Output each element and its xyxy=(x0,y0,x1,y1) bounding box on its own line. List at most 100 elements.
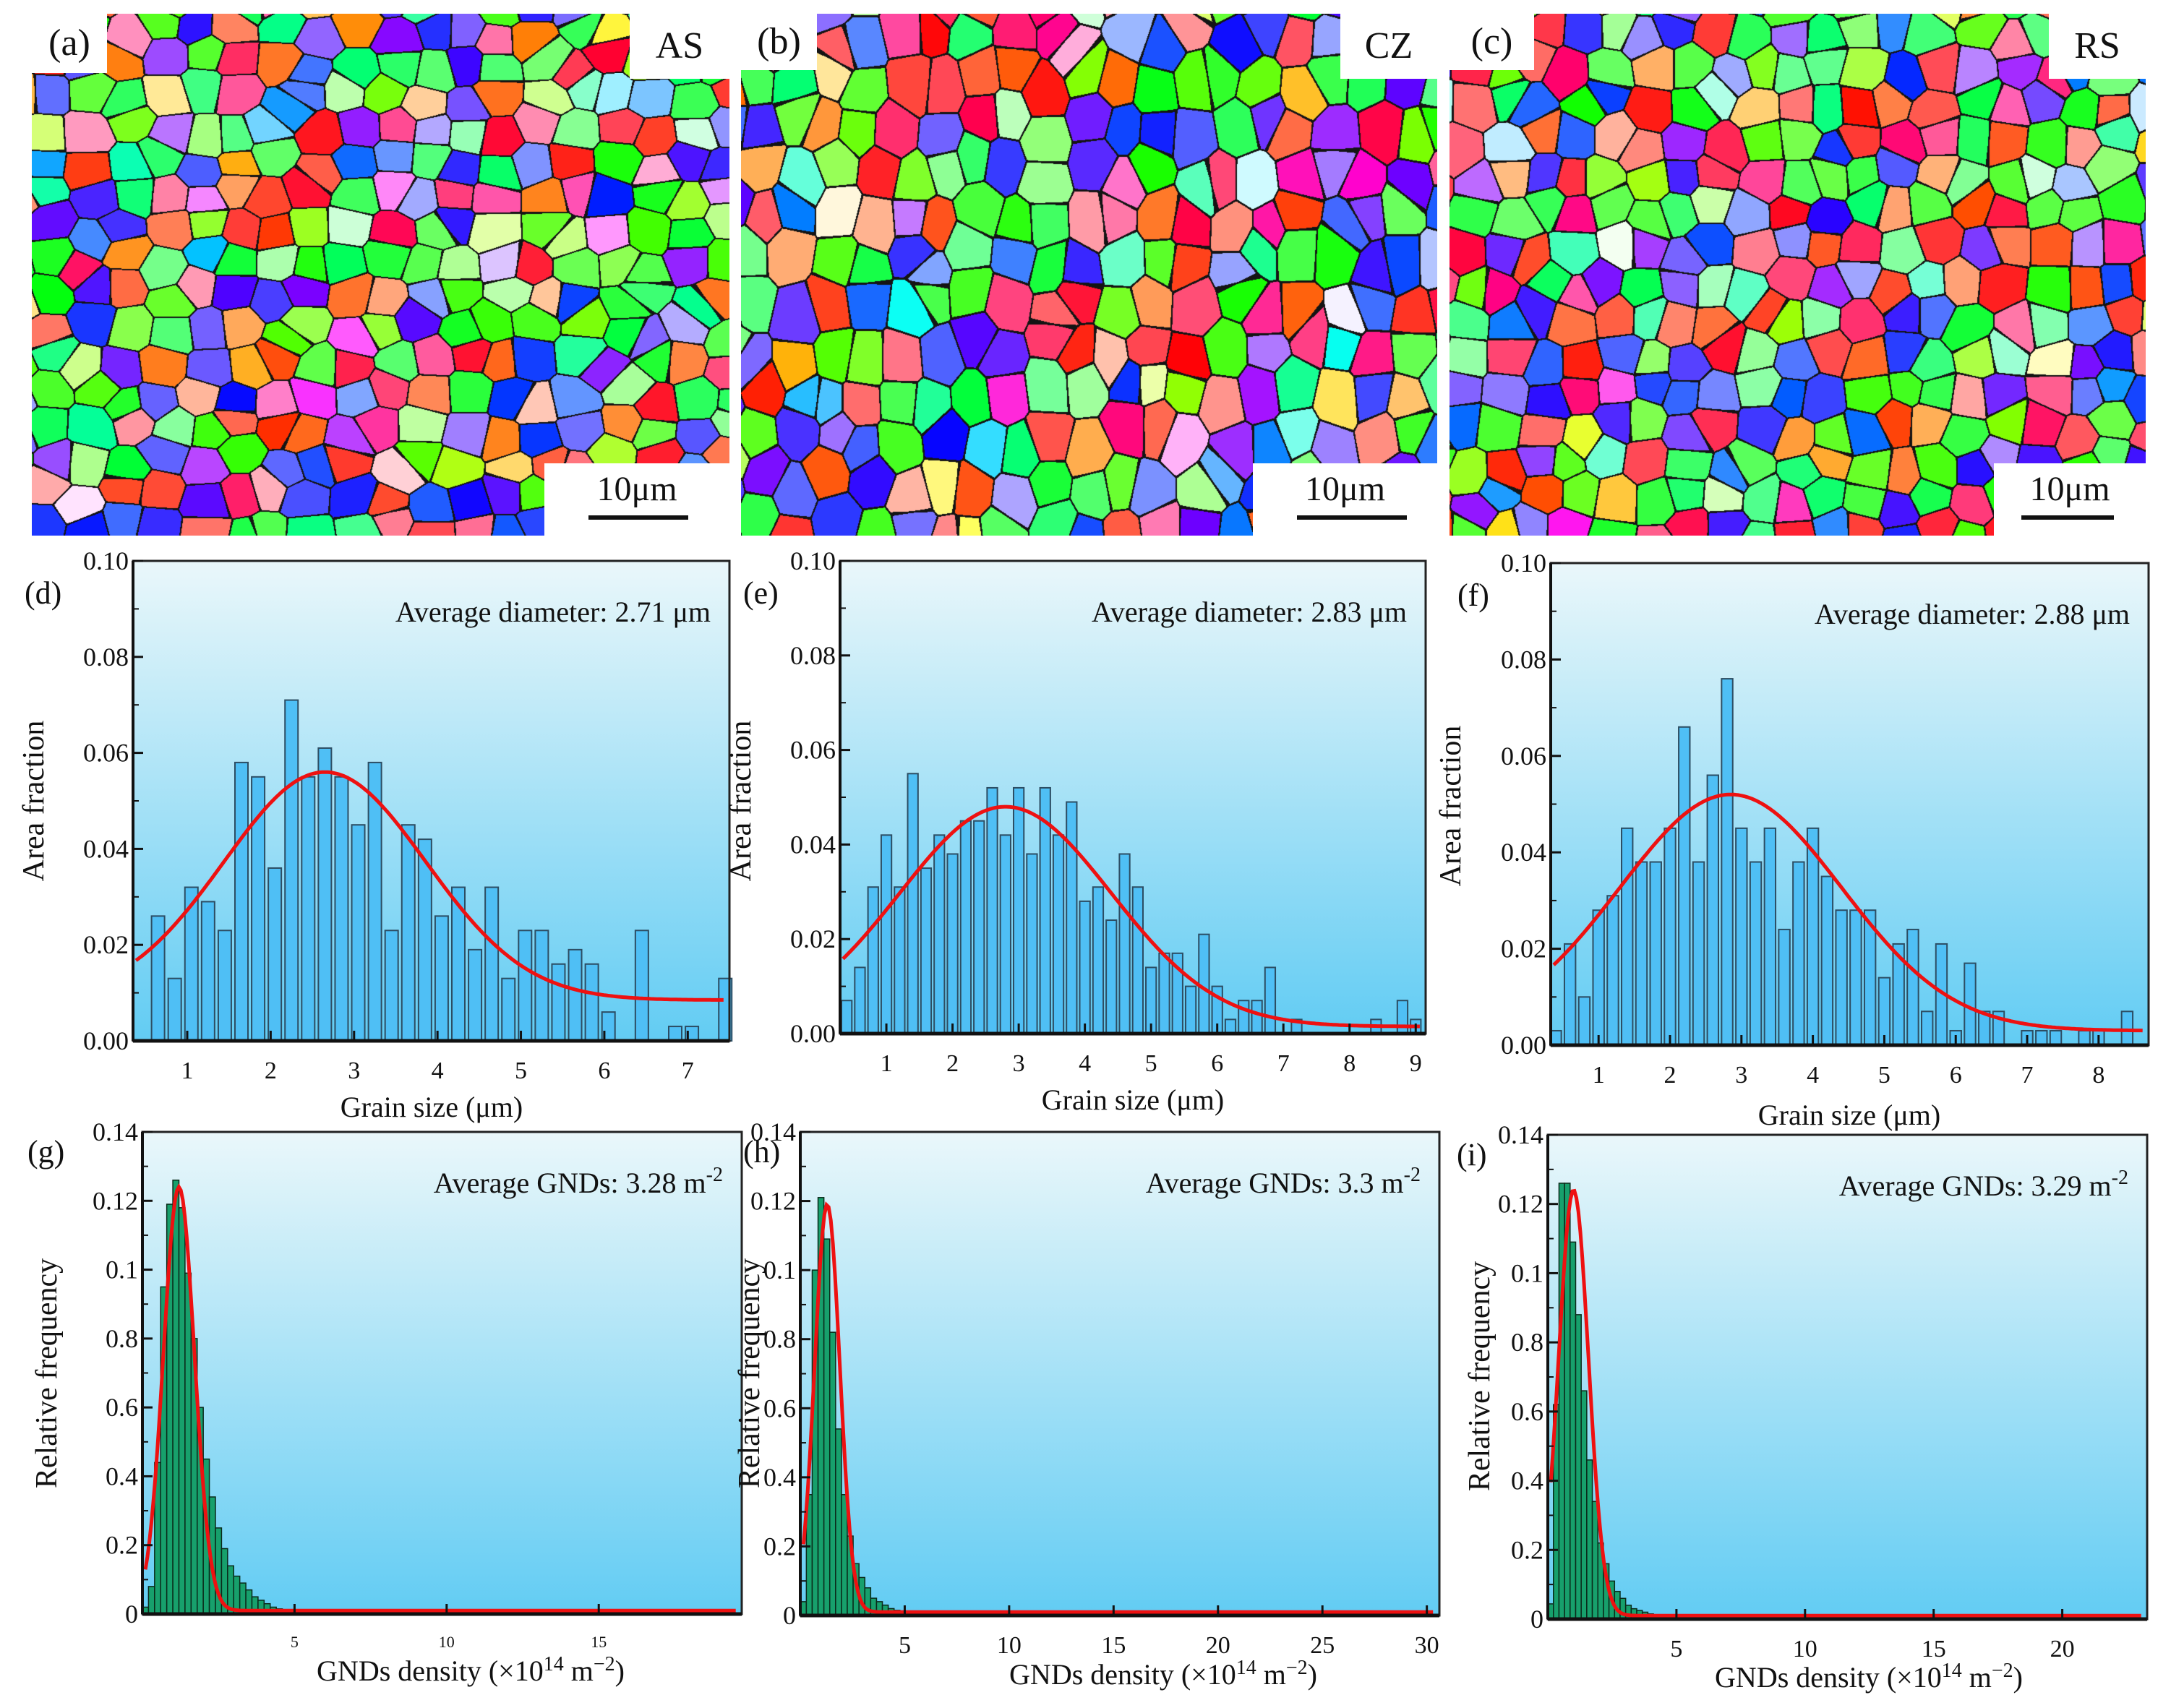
x-tick-label: 5 xyxy=(291,1633,299,1651)
y-tick-label: 0.8 xyxy=(763,1325,796,1354)
y-tick-label: 0.02 xyxy=(83,930,129,959)
x-tick-label: 10 xyxy=(1793,1636,1817,1662)
histogram-bar xyxy=(1396,1000,1409,1034)
average-annotation: Average GNDs: 3.28 m-2 xyxy=(434,1164,723,1199)
histogram-bar xyxy=(907,773,919,1035)
histogram-bar xyxy=(551,963,566,1042)
y-tick-label: 0.06 xyxy=(83,739,129,768)
y-tick-label: 0.08 xyxy=(83,643,129,671)
x-tick-label: 30 xyxy=(1415,1632,1439,1659)
plot-background xyxy=(800,1132,1439,1615)
histogram-bar xyxy=(284,699,299,1042)
y-axis-label: Relative frequency xyxy=(733,1258,766,1488)
y-axis-label: Relative frequency xyxy=(30,1258,64,1488)
average-annotation: Average GNDs: 3.29 m-2 xyxy=(1839,1167,2128,1202)
histogram-bar xyxy=(1570,1241,1577,1620)
chart-e: 0.00 0.02 0.04 0.06 0.08 0.10 1 2 3 4 5 6 7 8 9 (e) Aver… xyxy=(724,546,1427,1116)
ebsd-map-as xyxy=(32,14,729,536)
y-tick-label: 0.10 xyxy=(1501,549,1546,578)
histogram-bar xyxy=(828,1331,836,1616)
y-axis-label: Relative frequency xyxy=(1463,1261,1496,1491)
histogram-bar xyxy=(1678,726,1691,1047)
y-tick-label: 0.02 xyxy=(1501,935,1546,964)
y-tick-label: 0.10 xyxy=(83,546,129,575)
histogram-bar xyxy=(1118,853,1131,1034)
histogram-bar xyxy=(973,820,985,1034)
x-tick-label: 1 xyxy=(181,1057,194,1084)
histogram-bar xyxy=(1079,900,1091,1034)
gaussian-fit-curve xyxy=(143,1183,736,1613)
x-tick-label: 1 xyxy=(881,1050,893,1077)
histogram-bar xyxy=(401,824,416,1042)
histogram-bar xyxy=(1105,919,1118,1035)
grain-map-image xyxy=(741,14,1437,536)
y-axis-label: Area fraction xyxy=(1434,726,1468,887)
average-annotation: Average diameter: 2.83 μm xyxy=(1092,596,1407,628)
histogram-bar xyxy=(1580,1390,1588,1620)
x-tick-label: 5 xyxy=(515,1057,527,1084)
plot-background xyxy=(142,1132,742,1614)
plot-background xyxy=(1548,1135,2147,1619)
histogram-bar xyxy=(1621,827,1634,1046)
histogram-bar xyxy=(1586,1459,1593,1620)
scale-bar-box: 10μm xyxy=(1253,463,1437,536)
histogram-bar xyxy=(334,776,349,1042)
histogram-bar xyxy=(668,1026,682,1042)
gaussian-fit-curve xyxy=(801,1201,1434,1614)
histogram-bar xyxy=(501,977,516,1042)
y-tick-label: 0.08 xyxy=(790,641,836,670)
histogram-bar xyxy=(999,834,1011,1034)
scale-bar xyxy=(1297,515,1407,520)
y-tick-label: 0.6 xyxy=(763,1394,796,1422)
histogram-bar xyxy=(534,930,549,1042)
histogram-bar xyxy=(1264,966,1277,1034)
y-tick-label: 0.04 xyxy=(1501,838,1546,867)
panel-label: (g) xyxy=(27,1134,64,1170)
sample-label-cz: CZ xyxy=(1340,14,1437,79)
histogram-bar xyxy=(841,1000,853,1034)
histogram-bar xyxy=(2078,1029,2091,1046)
y-tick-label: 0 xyxy=(783,1601,796,1630)
panel-label: (i) xyxy=(1457,1137,1487,1172)
y-tick-label: 0.6 xyxy=(106,1393,138,1422)
histogram-bar xyxy=(317,747,333,1042)
x-tick-label: 6 xyxy=(1950,1062,1962,1089)
histogram-bar xyxy=(1835,909,1848,1046)
chart-h: 0 0.2 0.4 0.6 0.8 0.1 0.12 0.14 5 10 15 20 25 30 (h) Av… xyxy=(733,1117,1441,1691)
histogram-bar xyxy=(1238,1000,1250,1034)
scale-bar xyxy=(2021,515,2114,520)
x-tick-label: 4 xyxy=(432,1057,444,1084)
y-tick-label: 0.2 xyxy=(106,1531,138,1560)
histogram-bar xyxy=(1052,834,1065,1034)
x-tick-label: 3 xyxy=(1735,1062,1747,1089)
x-axis-label: Grain size (μm) xyxy=(1042,1083,1224,1116)
gaussian-fit-curve xyxy=(1552,792,2143,1033)
x-tick-label: 8 xyxy=(1343,1050,1356,1077)
x-axis-label: Grain size (μm) xyxy=(1758,1099,1940,1131)
histogram-bar xyxy=(823,1238,831,1616)
y-tick-label: 0.8 xyxy=(106,1324,138,1353)
y-tick-label: 0.4 xyxy=(763,1463,796,1492)
x-tick-label: 10 xyxy=(439,1633,455,1651)
histogram-bar xyxy=(2049,1029,2063,1046)
x-tick-label: 1 xyxy=(1593,1062,1605,1089)
scale-bar-label: 10μm xyxy=(1304,470,1386,508)
y-tick-label: 0.2 xyxy=(763,1532,796,1561)
sample-label-rs: RS xyxy=(2049,14,2146,79)
y-tick-label: 0.00 xyxy=(790,1019,836,1048)
ebsd-map-cz xyxy=(741,14,1437,536)
histogram-bar xyxy=(468,948,483,1042)
x-axis-label: GNDs density (×1014 m−2) xyxy=(1715,1660,2023,1694)
y-tick-label: 0.00 xyxy=(1501,1031,1546,1060)
gaussian-fit-curve xyxy=(842,804,1420,1029)
sample-label-as: AS xyxy=(630,14,729,79)
y-tick-label: 0.1 xyxy=(763,1256,796,1284)
histogram-bar xyxy=(1706,774,1719,1046)
histogram-bar xyxy=(946,853,959,1034)
histogram-bar xyxy=(584,963,599,1042)
histogram-bar xyxy=(1649,861,1662,1047)
x-tick-label: 20 xyxy=(2050,1636,2075,1662)
histogram-bar xyxy=(1792,861,1805,1047)
average-annotation: Average GNDs: 3.3 m-2 xyxy=(1146,1164,1421,1199)
histogram-bar xyxy=(1563,943,1577,1047)
